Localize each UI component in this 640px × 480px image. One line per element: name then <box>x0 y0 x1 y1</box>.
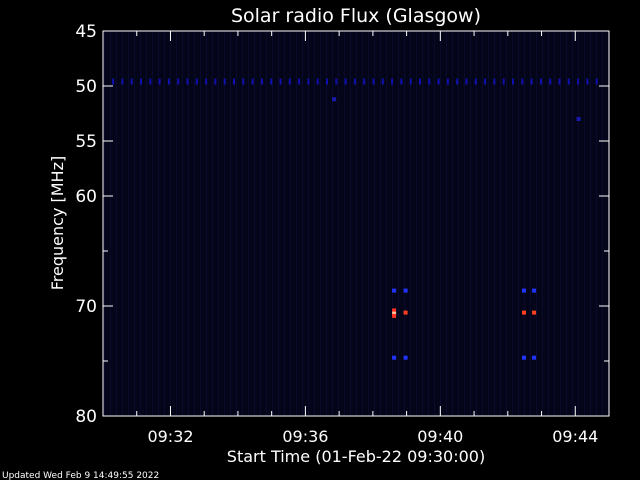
band-dot <box>270 78 273 85</box>
band-dot <box>223 78 226 85</box>
band-dot <box>205 78 208 85</box>
band-dot <box>214 78 217 85</box>
updated-timestamp: Updated Wed Feb 9 14:49:55 2022 <box>2 471 159 480</box>
burst-spot-16 <box>576 117 581 121</box>
band-dot <box>549 78 552 85</box>
band-dot <box>419 78 421 85</box>
band-dot <box>530 78 533 85</box>
x-axis-ticks: 09:32 09:36 09:40 09:44 <box>102 31 610 446</box>
x-tick-label: 09:44 <box>552 427 598 446</box>
y-tick-label: 60 <box>75 187 97 207</box>
band-dot <box>493 78 496 85</box>
band-dot <box>251 78 254 85</box>
burst-spot-2 <box>392 308 397 313</box>
band-dot <box>539 78 542 85</box>
burst-spot-11 <box>522 355 526 360</box>
y-tick-label: 70 <box>75 297 97 317</box>
band-dot <box>381 78 384 85</box>
band-dot <box>112 78 115 85</box>
y-tick-label: 55 <box>75 132 97 152</box>
band-dot <box>242 78 245 85</box>
band-dot <box>279 78 282 85</box>
band-dot <box>512 78 514 85</box>
band-dot <box>195 78 198 85</box>
band-dot <box>428 78 431 85</box>
band-dot <box>326 78 328 85</box>
y-tick-label: 80 <box>75 407 97 427</box>
burst-spot-6 <box>403 288 408 293</box>
band-dot <box>437 78 440 85</box>
y-axis-label: Frequency [MHz] <box>48 156 67 290</box>
x-tick-label: 09:36 <box>282 427 328 446</box>
y-axis-ticks: 45 50 55 60 70 80 <box>75 22 609 427</box>
band-dot <box>140 78 142 85</box>
band-dot <box>567 78 570 85</box>
band-dot <box>456 78 459 85</box>
burst-spot-5 <box>392 355 397 360</box>
band-dot <box>465 78 468 85</box>
x-tick-label: 09:32 <box>147 427 193 446</box>
band-dot <box>372 78 375 85</box>
y-tick-label: 45 <box>75 22 97 42</box>
plot-frame <box>102 30 610 417</box>
burst-spot-8 <box>403 355 408 360</box>
band-dot <box>121 78 124 85</box>
band-dot <box>316 78 319 85</box>
band-dot <box>521 78 524 85</box>
band-dot <box>502 78 505 85</box>
chart-title: Solar radio Flux (Glasgow) <box>231 5 481 27</box>
y-tick-label: 50 <box>75 77 97 97</box>
burst-spot-13 <box>532 310 537 315</box>
band-dot <box>446 78 449 85</box>
band-dot <box>298 78 301 85</box>
band-dot <box>344 78 347 85</box>
band-dot <box>391 78 394 85</box>
burst-spot-3 <box>392 311 397 316</box>
band-dot <box>233 78 235 85</box>
band-dot <box>288 78 291 85</box>
band-dot <box>484 78 487 85</box>
band-dot <box>400 78 403 85</box>
burst-spot-10 <box>522 310 526 315</box>
band-dot <box>353 78 356 85</box>
band-dot <box>307 78 310 85</box>
x-axis-label: Start Time (01-Feb-22 09:30:00) <box>227 447 485 466</box>
band-dot <box>177 78 180 85</box>
burst-spot-9 <box>522 288 526 293</box>
band-dot <box>363 78 366 85</box>
frequency-band-0 <box>112 78 598 85</box>
band-dot <box>577 78 580 85</box>
band-dot <box>158 78 161 85</box>
plot-background <box>103 31 609 416</box>
band-dot <box>149 78 152 85</box>
band-dot <box>409 78 412 85</box>
band-dot <box>558 78 561 85</box>
burst-spot-7 <box>403 310 408 315</box>
band-dot <box>167 78 170 85</box>
band-dot <box>586 78 589 85</box>
band-dot <box>595 78 598 85</box>
burst-spot-15 <box>332 97 337 102</box>
band-dot <box>335 78 338 85</box>
burst-spot-4 <box>392 313 397 318</box>
burst-spot-1 <box>392 288 397 293</box>
band-dot <box>130 78 133 85</box>
spectrogram-features <box>112 78 598 360</box>
burst-spot-12 <box>532 288 537 293</box>
band-dot <box>474 78 477 85</box>
burst-spot-14 <box>532 355 537 360</box>
band-dot <box>186 78 189 85</box>
band-dot <box>260 78 263 85</box>
x-tick-label: 09:40 <box>417 427 463 446</box>
